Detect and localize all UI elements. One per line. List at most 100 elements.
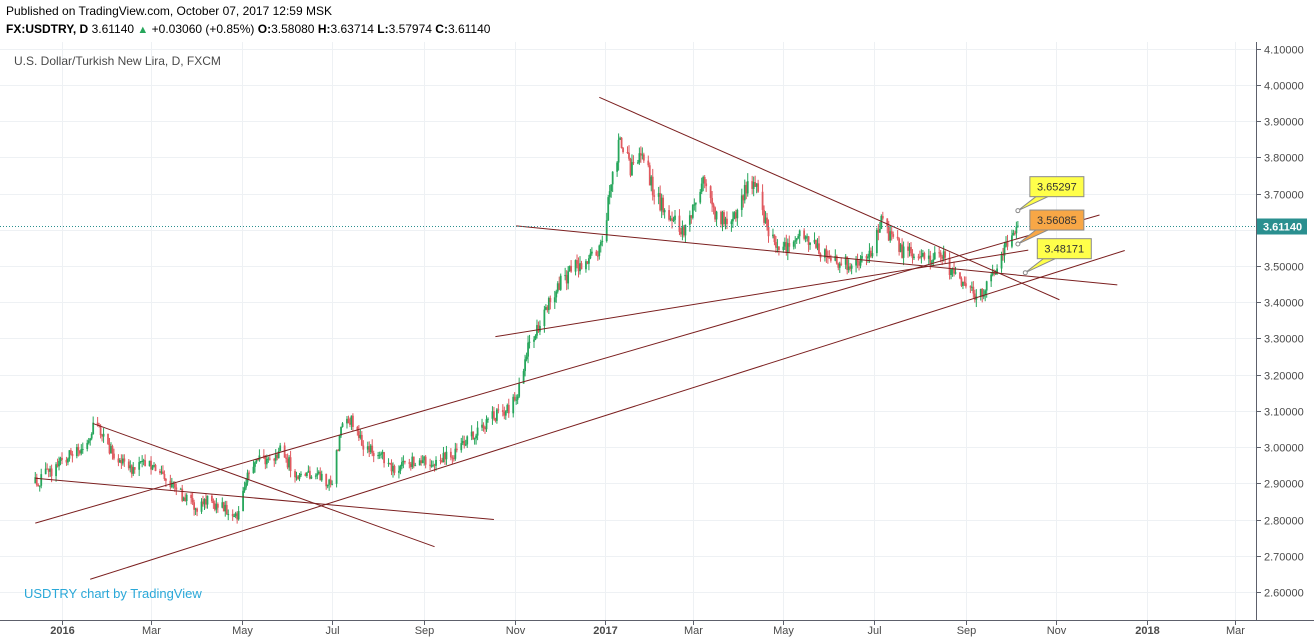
candle — [605, 212, 608, 243]
candle — [890, 226, 893, 241]
time-axis[interactable] — [0, 620, 1314, 642]
candle — [960, 276, 963, 288]
y-tick-label: 3.00000 — [1264, 443, 1304, 455]
candle — [985, 280, 988, 298]
candle — [222, 501, 225, 512]
candle — [807, 235, 810, 252]
candle — [835, 254, 838, 265]
candle — [948, 252, 951, 280]
candle — [61, 452, 63, 465]
candle — [507, 398, 510, 418]
candle — [782, 241, 785, 253]
candle — [752, 176, 755, 197]
candle — [962, 281, 964, 290]
candle — [421, 455, 424, 464]
candle — [314, 473, 317, 480]
trend-line — [35, 214, 1100, 524]
candle — [298, 472, 301, 482]
candle — [470, 425, 473, 441]
candle — [304, 472, 307, 477]
candle — [338, 435, 341, 452]
candle — [387, 458, 390, 467]
candle — [743, 179, 746, 204]
candle — [102, 428, 105, 443]
candle — [225, 500, 228, 515]
candle — [923, 251, 926, 261]
candle — [868, 243, 871, 263]
candle — [227, 509, 230, 521]
candle — [680, 227, 682, 237]
candle — [59, 456, 62, 466]
candle — [402, 455, 405, 469]
candle — [491, 406, 494, 425]
candle — [497, 404, 500, 414]
candle — [705, 179, 708, 192]
candle — [420, 455, 423, 466]
price-callouts: 3.65297 3.56085 3.48171 — [1015, 176, 1092, 276]
candle — [549, 295, 552, 310]
candle — [71, 450, 74, 463]
candle — [265, 454, 268, 469]
candle — [320, 470, 323, 482]
candle — [534, 334, 537, 341]
callout-label: 3.65297 — [1037, 182, 1077, 194]
x-tick-label: Nov — [1047, 625, 1067, 637]
candle — [160, 465, 163, 475]
candle — [399, 464, 402, 475]
candle — [636, 159, 639, 165]
candle — [619, 136, 621, 140]
candle — [585, 259, 587, 273]
candle — [824, 248, 826, 262]
candle — [398, 465, 400, 479]
candle — [144, 454, 147, 467]
candle — [383, 451, 385, 468]
candle — [153, 462, 155, 468]
candle — [56, 458, 59, 468]
candle — [556, 281, 559, 294]
watermark[interactable]: USDTRY chart by TradingView — [24, 586, 202, 601]
candle — [858, 260, 860, 271]
candle — [742, 194, 745, 208]
candle — [570, 260, 573, 273]
candle — [921, 249, 924, 258]
candle — [142, 458, 145, 466]
x-tick-label: Mar — [684, 625, 703, 637]
candle — [846, 256, 849, 275]
candle — [773, 234, 776, 246]
candle — [113, 448, 115, 461]
candle — [776, 239, 779, 253]
candle — [141, 455, 144, 468]
candle — [825, 245, 828, 263]
candle — [714, 206, 716, 223]
x-tick-label: Mar — [1226, 625, 1245, 637]
candle — [694, 202, 697, 212]
candle — [886, 218, 889, 234]
candle — [648, 162, 651, 186]
candle — [723, 210, 725, 227]
candle — [871, 245, 874, 259]
candle — [703, 175, 706, 189]
candle — [101, 433, 103, 442]
candle — [672, 216, 675, 223]
candle — [418, 458, 421, 466]
candle — [297, 475, 299, 480]
candle — [638, 147, 641, 165]
candle — [325, 473, 328, 490]
candle — [709, 185, 712, 204]
candle — [326, 484, 329, 489]
candle — [58, 456, 60, 471]
candle — [911, 249, 914, 264]
candle — [70, 447, 72, 456]
candle — [513, 392, 516, 402]
candle — [755, 183, 758, 194]
price-axis[interactable] — [1256, 42, 1314, 620]
candle — [273, 457, 276, 467]
candle — [683, 224, 685, 238]
candle — [254, 461, 256, 473]
candle — [528, 334, 531, 349]
candle — [170, 477, 173, 489]
candle — [568, 265, 571, 272]
candle — [503, 406, 506, 420]
y-tick-label: 3.70000 — [1264, 190, 1304, 202]
